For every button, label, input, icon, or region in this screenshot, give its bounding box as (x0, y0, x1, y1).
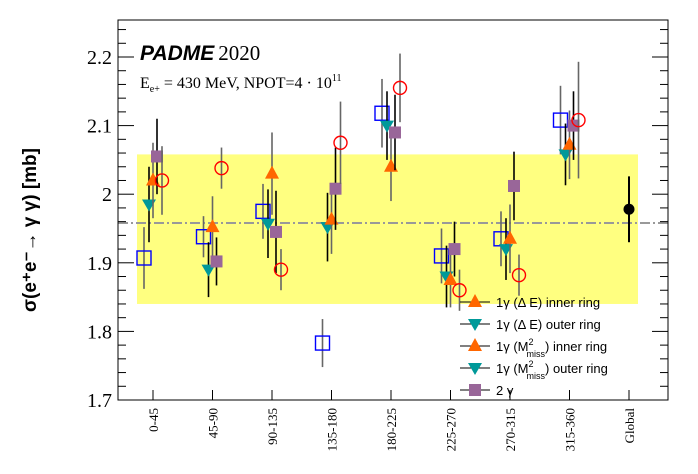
legend-label-pre: 1γ (Δ E) outer ring (496, 317, 601, 332)
x-tick-label: 270-315 (503, 408, 518, 451)
data-point-open-circle (452, 283, 467, 298)
data-point-triangle-up (443, 271, 458, 285)
x-tick-label: 90-135 (265, 408, 280, 445)
data-point-open-circle (571, 112, 586, 128)
data-point-square (448, 243, 461, 256)
legend-label-pre: 1γ (M (496, 361, 529, 376)
legend-label: 1γ (Δ E) inner ring (496, 295, 600, 310)
legend-marker-triangle-down (468, 319, 482, 331)
data-point-square (210, 255, 223, 268)
chart-subtitle: Ee+ = 430 MeV, NPOT=4 · 1011 (140, 73, 341, 95)
y-tick-label: 1.9 (87, 253, 112, 275)
legend: 1γ (Δ E) inner ring 1γ (Δ E) outer ring 1γ… (460, 294, 608, 398)
data-point-open-circle (273, 262, 289, 277)
data-point-triangle-down (201, 264, 216, 277)
legend-label: 2 γ (496, 383, 514, 398)
legend-marker-square (469, 384, 481, 396)
legend-label-sup: 2 (529, 359, 534, 369)
data-point-square (329, 182, 342, 195)
legend-label: 1γ (M2 miss) inner ring (496, 337, 607, 359)
data-point-open-square (433, 248, 450, 264)
data-point-triangle-down (380, 120, 394, 133)
data-point-triangle-up (205, 219, 220, 233)
data-point-triangle-up (503, 230, 517, 244)
legend-label-pre: 2 γ (496, 383, 514, 398)
legend-label: 1γ (M2 miss) outer ring (496, 359, 608, 381)
systematic-band (137, 154, 638, 304)
data-point-open-square (255, 203, 271, 220)
x-tick-label: 0-45 (146, 408, 161, 432)
legend-label-post: ) inner ring (545, 339, 607, 354)
data-point-square (270, 225, 282, 238)
data-point-open-square (314, 335, 331, 351)
legend-label-sub: miss (527, 371, 546, 381)
data-point-open-circle (392, 80, 408, 96)
chart-title-year: 2020 (218, 41, 260, 65)
legend-marker-triangle-up (468, 294, 482, 307)
data-point-open-circle (154, 173, 170, 188)
data-point-open-square (136, 250, 152, 266)
data-point-triangle-up (562, 136, 577, 150)
legend-marker-triangle-up (468, 338, 482, 351)
data-point-square (389, 126, 401, 139)
y-tick-label: 1.8 (87, 321, 112, 343)
y-tick-label: 2 (102, 184, 112, 206)
legend-marker-triangle-down (468, 363, 482, 375)
data-point-square (151, 150, 163, 163)
data-point-open-circle (511, 267, 527, 283)
legend-label-pre: 1γ (Δ E) inner ring (496, 295, 600, 310)
data-point-triangle-down (261, 218, 275, 231)
y-tick-label: 2.1 (87, 116, 112, 138)
x-tick-label: 180-225 (384, 408, 399, 451)
data-point-open-circle (214, 160, 229, 176)
legend-label-pre: 1γ (M (496, 339, 529, 354)
plot-frame (117, 19, 669, 401)
y-axis-label: σ(e⁺e⁻→ γ γ) [mb] (20, 148, 41, 312)
data-point-triangle-up (265, 165, 279, 179)
legend-label-post: ) outer ring (545, 361, 608, 376)
y-tick-label: 2.2 (87, 47, 112, 69)
data-point-open-square (374, 105, 390, 121)
x-tick-label: Global (622, 408, 637, 444)
global-data-point (623, 203, 635, 215)
legend-label-sup: 2 (529, 337, 534, 347)
x-tick-label: 135-180 (325, 408, 340, 451)
data-point-open-circle (333, 135, 348, 150)
data-point-open-square (195, 229, 212, 245)
x-tick-label: 225-270 (444, 408, 459, 451)
x-tick-label: 45-90 (206, 408, 221, 438)
chart-title: PADME 2020 (140, 41, 260, 65)
legend-label: 1γ (Δ E) outer ring (496, 317, 601, 332)
legend-label-sub: miss (527, 349, 546, 359)
y-tick-label: 1.7 (87, 390, 112, 412)
x-tick-label: 315-360 (563, 408, 578, 451)
data-point-square (567, 119, 580, 132)
data-point-square (508, 179, 520, 192)
